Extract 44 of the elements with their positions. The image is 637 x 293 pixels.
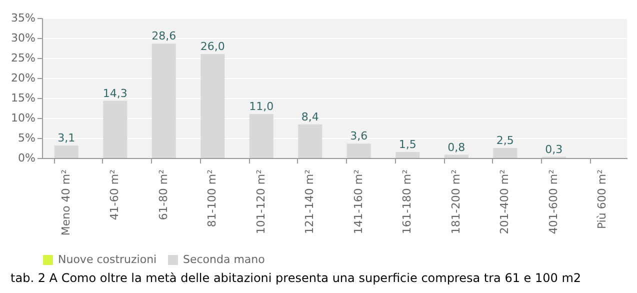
y-tick-label: 15% xyxy=(11,92,36,104)
data-label: 11,0 xyxy=(249,100,274,113)
bar xyxy=(249,114,274,158)
bar xyxy=(493,148,518,158)
legend-label: Nuove costruzioni xyxy=(58,253,157,266)
bar xyxy=(200,54,225,158)
bar xyxy=(103,100,128,158)
x-tick-label: 161-180 m² xyxy=(400,170,414,234)
bar xyxy=(444,154,468,158)
x-tick-label: 61-80 m² xyxy=(156,170,170,220)
data-label: 1,5 xyxy=(398,138,416,151)
bar xyxy=(54,146,78,158)
x-tick-label: 201-400 m² xyxy=(498,170,512,234)
x-tick-label: 401-600 m² xyxy=(546,170,560,234)
y-tick-label: 35% xyxy=(11,12,36,24)
bar xyxy=(346,144,371,158)
y-tick-label: 25% xyxy=(11,52,36,64)
legend-label: Seconda mano xyxy=(183,253,266,266)
x-tick-label: 101-120 m² xyxy=(254,170,268,234)
x-tick-label: 181-200 m² xyxy=(449,170,462,234)
bar xyxy=(152,44,176,158)
y-tick-label: 5% xyxy=(18,132,36,144)
x-tick-label: Meno 40 m² xyxy=(59,170,72,236)
x-tick-label: 41-60 m² xyxy=(108,170,122,220)
data-label: 3,1 xyxy=(58,132,76,145)
data-label: 3,6 xyxy=(350,130,368,143)
bar xyxy=(396,152,420,158)
data-label: 8,4 xyxy=(301,110,319,124)
data-label: 0,8 xyxy=(448,140,466,154)
data-label: 28,6 xyxy=(152,30,176,43)
data-label: 26,0 xyxy=(200,40,225,53)
y-tick-label: 10% xyxy=(11,112,36,124)
x-tick-label: 121-140 m² xyxy=(303,170,316,234)
x-tick-label: 141-160 m² xyxy=(352,170,365,234)
bar xyxy=(298,124,322,158)
y-tick-label: 30% xyxy=(11,32,36,44)
data-label: 14,3 xyxy=(102,86,128,100)
y-tick-label: 20% xyxy=(11,72,36,84)
caption: tab. 2 A Como oltre la metà delle abitazioni presenta una superficie compresa tra 61 e 100 m2 xyxy=(10,271,582,285)
y-tick-label: 0% xyxy=(18,152,36,164)
x-tick-label: Più 600 m² xyxy=(596,170,609,230)
data-label: 0,3 xyxy=(545,142,563,156)
x-tick-label: 81-100 m² xyxy=(206,170,219,228)
data-label: 2,5 xyxy=(496,134,514,147)
